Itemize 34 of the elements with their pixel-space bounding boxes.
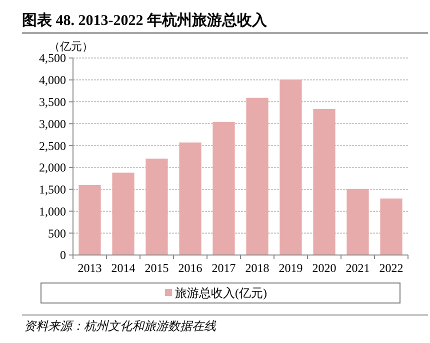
bar	[212, 122, 235, 255]
y-tick-label: 3,500	[39, 94, 66, 109]
x-tick-label: 2015	[144, 261, 169, 275]
bar	[380, 198, 402, 255]
y-tick-label: 4,500	[39, 51, 66, 66]
x-tick-label: 2019	[278, 261, 303, 275]
x-tick-label: 2018	[245, 261, 270, 275]
bar	[313, 109, 336, 255]
x-tick-label: 2016	[178, 261, 202, 275]
x-tick-label: 2020	[312, 261, 336, 275]
x-tick-label: 2021	[346, 261, 370, 275]
y-tick-label: 4,000	[39, 73, 66, 88]
y-tick-label: 0	[60, 248, 66, 262]
bar	[78, 184, 101, 255]
y-tick-label: 2,000	[39, 160, 66, 175]
chart-title: 图表 48. 2013-2022 年杭州旅游总收入	[22, 11, 268, 29]
y-tick-label: 1,500	[39, 182, 66, 197]
x-tick-label: 2014	[111, 261, 136, 275]
bar	[146, 158, 168, 255]
bar	[246, 98, 268, 255]
legend-label: 旅游总收入(亿元)	[175, 286, 267, 300]
x-tick-label: 2013	[78, 261, 102, 275]
bar	[112, 172, 134, 255]
y-tick-label: 3,000	[39, 116, 66, 131]
bar	[346, 188, 369, 255]
y-tick-label: 500	[48, 226, 66, 240]
y-axis-title: （亿元）	[49, 41, 93, 53]
y-tick-label: 1,000	[39, 204, 66, 218]
bar	[280, 79, 302, 255]
bar	[179, 142, 202, 255]
x-tick-label: 2017	[212, 261, 236, 275]
text: 资料来源：杭州文化和旅游数据在线	[24, 319, 217, 333]
y-tick-label: 2,500	[39, 138, 66, 153]
x-tick-label: 2022	[379, 261, 404, 275]
